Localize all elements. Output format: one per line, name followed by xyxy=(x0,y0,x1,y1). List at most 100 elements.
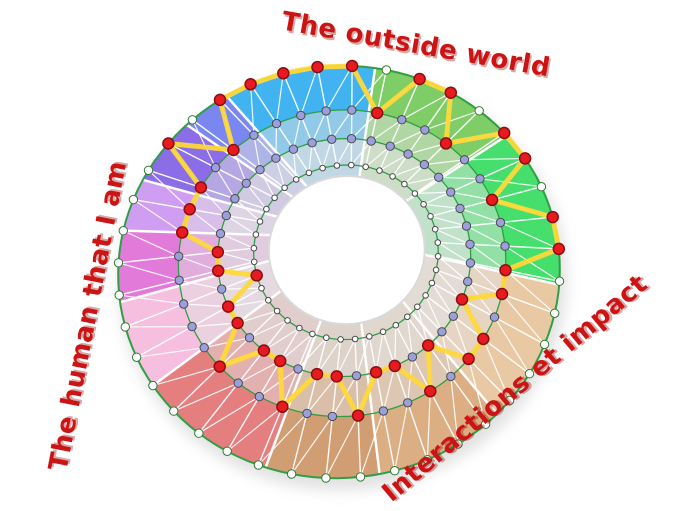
mesh-line xyxy=(375,372,385,412)
selected-node xyxy=(351,409,365,422)
node xyxy=(437,327,447,337)
mesh-line xyxy=(424,110,480,131)
node xyxy=(230,194,240,204)
node xyxy=(255,165,265,175)
node xyxy=(253,460,264,470)
node xyxy=(333,162,341,169)
node xyxy=(199,343,209,353)
node xyxy=(250,258,258,266)
hole xyxy=(267,174,426,326)
mesh-line xyxy=(452,315,484,340)
mesh-line xyxy=(148,169,202,189)
mesh-line xyxy=(182,231,221,235)
mesh-line xyxy=(308,142,313,173)
mesh-line xyxy=(505,269,556,314)
mesh-line xyxy=(365,145,391,168)
node xyxy=(404,313,411,321)
mesh-line xyxy=(430,207,461,217)
mesh-line xyxy=(331,376,338,417)
mesh-line xyxy=(404,176,439,185)
sector-divider xyxy=(359,322,381,475)
selected-node xyxy=(277,67,290,80)
node xyxy=(465,239,475,250)
mesh-line xyxy=(179,279,222,290)
node xyxy=(446,187,456,197)
mesh-line xyxy=(300,115,313,144)
mesh-line xyxy=(437,242,471,264)
mesh-line xyxy=(426,391,431,460)
node xyxy=(265,296,272,304)
selected-node xyxy=(213,93,227,107)
selected-node xyxy=(231,316,244,330)
selected-node xyxy=(421,339,435,352)
node xyxy=(169,406,179,416)
node xyxy=(420,201,427,208)
node xyxy=(389,173,396,180)
mesh-line xyxy=(331,109,353,140)
mesh-line xyxy=(183,303,229,308)
mesh-line xyxy=(219,337,250,368)
node xyxy=(431,225,439,233)
mesh-line xyxy=(407,142,447,155)
mesh-line xyxy=(394,325,397,366)
mesh-line xyxy=(226,396,260,452)
sector-band-cyan xyxy=(226,65,376,133)
mesh-line xyxy=(500,216,553,224)
mesh-line xyxy=(325,416,334,479)
selected-node xyxy=(370,106,384,120)
selected-node xyxy=(518,152,532,165)
mesh-line xyxy=(217,251,255,263)
sector-band-cyan xyxy=(258,110,369,156)
node xyxy=(305,169,313,177)
node xyxy=(337,336,344,343)
node xyxy=(174,251,184,261)
mesh-line xyxy=(123,230,183,234)
mesh-line xyxy=(354,338,358,376)
node xyxy=(222,446,232,456)
mesh-line xyxy=(119,279,180,296)
selected-node xyxy=(455,293,469,306)
mesh-line xyxy=(316,339,342,375)
mesh-line xyxy=(136,347,205,358)
mesh-line xyxy=(178,255,219,272)
node xyxy=(411,190,419,197)
mesh-line xyxy=(257,412,308,466)
mesh-line xyxy=(423,191,451,205)
mesh-line xyxy=(469,262,503,295)
node xyxy=(174,275,184,285)
mesh-line xyxy=(395,324,414,358)
selected-node xyxy=(345,59,359,73)
selected-node xyxy=(211,264,225,278)
mesh-line xyxy=(275,73,284,124)
selected-node xyxy=(424,384,437,398)
mesh-line xyxy=(297,337,327,370)
mesh-line xyxy=(382,365,396,412)
node xyxy=(252,231,260,238)
sector-band-orchid xyxy=(217,233,271,275)
mesh-line xyxy=(431,282,454,317)
node xyxy=(376,167,383,174)
node xyxy=(448,311,458,321)
mesh-line xyxy=(281,368,299,408)
selected-node xyxy=(194,181,208,194)
mesh-line xyxy=(118,262,180,281)
mesh-line xyxy=(168,142,216,169)
selected-node xyxy=(413,72,426,86)
mesh-line xyxy=(482,338,511,401)
mesh-line xyxy=(234,198,261,222)
mesh-line xyxy=(125,303,184,328)
mesh-line xyxy=(292,149,297,180)
mesh-line xyxy=(438,176,481,180)
mesh-line xyxy=(414,176,440,195)
node xyxy=(286,469,297,479)
mesh-line xyxy=(220,233,255,249)
node xyxy=(217,284,227,294)
selected-node xyxy=(439,137,453,150)
mesh-line xyxy=(219,99,255,136)
node xyxy=(403,149,413,159)
node xyxy=(296,324,303,332)
mesh-line xyxy=(501,293,555,314)
mesh-line xyxy=(425,295,443,333)
node xyxy=(455,203,465,214)
